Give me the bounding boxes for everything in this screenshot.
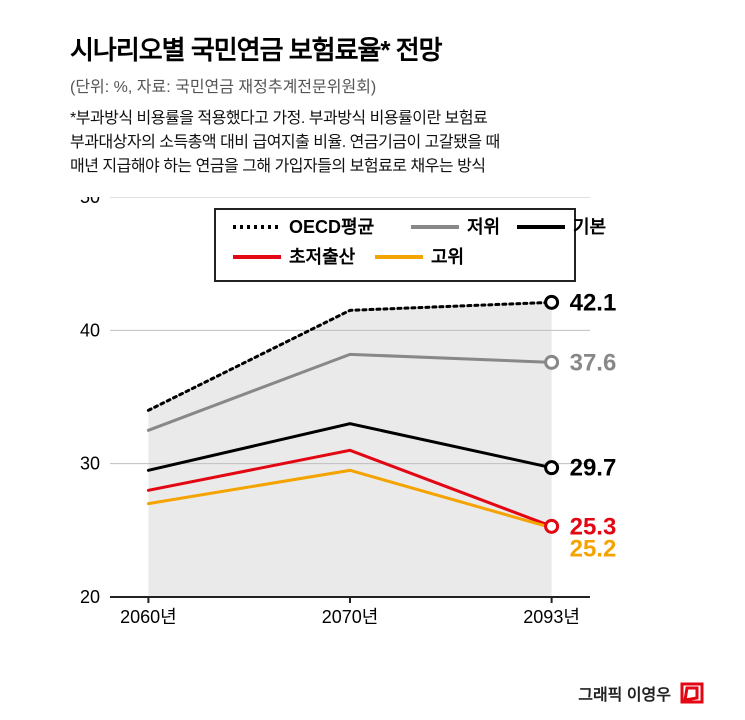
- svg-text:29.7: 29.7: [570, 455, 617, 482]
- credit: 그래픽 이영우: [578, 680, 705, 706]
- svg-text:기본: 기본: [573, 217, 606, 237]
- svg-text:OECD평균: OECD평균: [289, 217, 374, 237]
- svg-text:고위: 고위: [431, 247, 464, 267]
- logo-icon: [679, 680, 705, 706]
- footnote: *부과방식 비용률을 적용했다고 가정. 부과방식 비용률이란 보험료부과대상자…: [70, 107, 705, 179]
- svg-text:20: 20: [80, 587, 100, 607]
- svg-text:25.2: 25.2: [570, 535, 617, 562]
- svg-text:42.1: 42.1: [570, 289, 617, 316]
- subtitle: (단위: %, 자료: 국민연금 재정추계전문위원회): [70, 73, 705, 97]
- svg-text:초저출산: 초저출산: [289, 247, 356, 267]
- svg-text:2093년: 2093년: [523, 607, 580, 627]
- page-title: 시나리오별 국민연금 보험료율* 전망: [70, 30, 705, 67]
- svg-text:37.6: 37.6: [570, 349, 617, 376]
- credit-text: 그래픽 이영우: [578, 681, 671, 705]
- chart: 203040502060년2070년2093년42.137.629.725.32…: [70, 197, 670, 627]
- svg-text:2060년: 2060년: [120, 607, 177, 627]
- svg-text:2070년: 2070년: [322, 607, 379, 627]
- svg-text:30: 30: [80, 454, 100, 474]
- chart-svg: 203040502060년2070년2093년42.137.629.725.32…: [70, 197, 670, 627]
- svg-text:50: 50: [80, 197, 100, 207]
- svg-text:40: 40: [80, 320, 100, 340]
- svg-text:저위: 저위: [467, 217, 500, 237]
